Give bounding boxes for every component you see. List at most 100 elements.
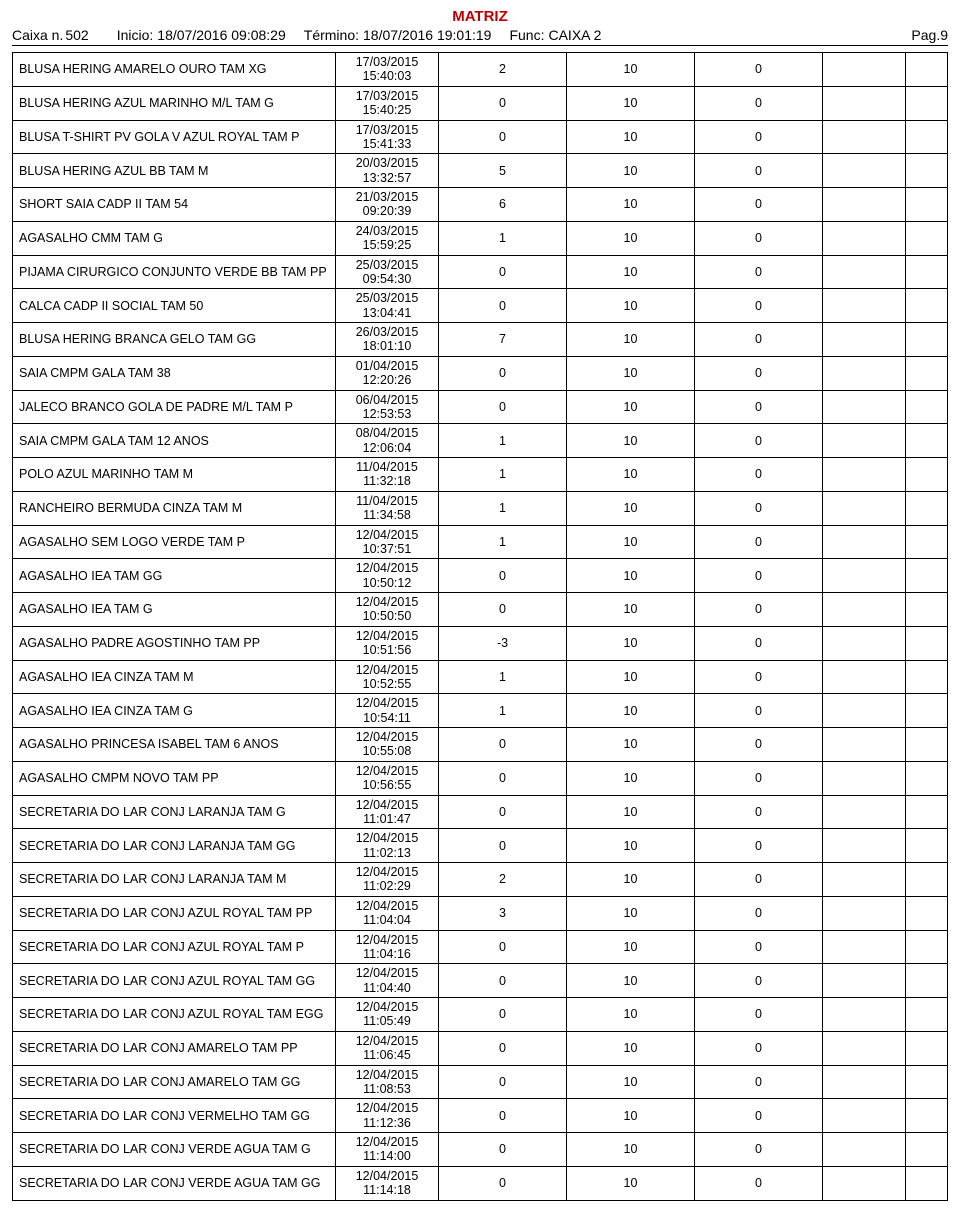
report-title: MATRIZ: [12, 8, 948, 25]
cell-col2: 10: [567, 626, 695, 660]
table-row: AGASALHO SEM LOGO VERDE TAM P12/04/20151…: [13, 525, 948, 559]
cell-description: AGASALHO IEA TAM GG: [13, 559, 336, 593]
cell-col3: 0: [695, 424, 823, 458]
cell-description: POLO AZUL MARINHO TAM M: [13, 458, 336, 492]
cell-col3: 0: [695, 255, 823, 289]
cell-col3: 0: [695, 289, 823, 323]
cell-col2: 10: [567, 120, 695, 154]
cell-col3: 0: [695, 795, 823, 829]
cell-datetime: 11/04/201511:34:58: [336, 491, 439, 525]
table-row: SECRETARIA DO LAR CONJ LARANJA TAM G12/0…: [13, 795, 948, 829]
cell-datetime: 12/04/201511:14:18: [336, 1166, 439, 1200]
cell-datetime: 12/04/201511:02:29: [336, 863, 439, 897]
cell-col3: 0: [695, 1031, 823, 1065]
cell-blank2: [906, 998, 948, 1032]
cell-blank2: [906, 390, 948, 424]
cell-col3: 0: [695, 188, 823, 222]
cell-blank1: [823, 1065, 906, 1099]
table-row: BLUSA HERING AZUL BB TAM M20/03/201513:3…: [13, 154, 948, 188]
cell-datetime: 17/03/201515:41:33: [336, 120, 439, 154]
cell-description: BLUSA HERING AZUL MARINHO M/L TAM G: [13, 86, 336, 120]
cell-col3: 0: [695, 930, 823, 964]
cell-blank2: [906, 964, 948, 998]
cell-blank2: [906, 1065, 948, 1099]
cell-datetime: 12/04/201511:12:36: [336, 1099, 439, 1133]
cell-col1: 1: [439, 491, 567, 525]
cell-datetime: 12/04/201510:52:55: [336, 660, 439, 694]
cell-col1: -3: [439, 626, 567, 660]
table-row: AGASALHO IEA TAM G12/04/201510:50:500100: [13, 593, 948, 627]
cell-datetime: 12/04/201511:01:47: [336, 795, 439, 829]
cell-blank2: [906, 458, 948, 492]
cell-col1: 6: [439, 188, 567, 222]
cell-blank1: [823, 458, 906, 492]
cell-col2: 10: [567, 188, 695, 222]
cell-col2: 10: [567, 694, 695, 728]
cell-datetime: 12/04/201511:06:45: [336, 1031, 439, 1065]
cell-datetime: 12/04/201510:55:08: [336, 728, 439, 762]
table-row: BLUSA HERING BRANCA GELO TAM GG26/03/201…: [13, 323, 948, 357]
cell-col3: 0: [695, 1099, 823, 1133]
cell-blank2: [906, 626, 948, 660]
cell-col3: 0: [695, 626, 823, 660]
table-row: POLO AZUL MARINHO TAM M11/04/201511:32:1…: [13, 458, 948, 492]
cell-col2: 10: [567, 1133, 695, 1167]
cell-blank2: [906, 424, 948, 458]
table-row: AGASALHO PADRE AGOSTINHO TAM PP12/04/201…: [13, 626, 948, 660]
cell-description: SHORT SAIA CADP II TAM 54: [13, 188, 336, 222]
cell-datetime: 12/04/201510:56:55: [336, 761, 439, 795]
cell-blank1: [823, 289, 906, 323]
table-row: BLUSA HERING AZUL MARINHO M/L TAM G17/03…: [13, 86, 948, 120]
cell-col3: 0: [695, 998, 823, 1032]
cell-blank1: [823, 1031, 906, 1065]
table-row: AGASALHO IEA CINZA TAM G12/04/201510:54:…: [13, 694, 948, 728]
func-value: CAIXA 2: [548, 27, 601, 43]
cell-description: SECRETARIA DO LAR CONJ AMARELO TAM PP: [13, 1031, 336, 1065]
cell-col3: 0: [695, 53, 823, 87]
cell-blank1: [823, 491, 906, 525]
cell-description: JALECO BRANCO GOLA DE PADRE M/L TAM P: [13, 390, 336, 424]
cell-blank1: [823, 323, 906, 357]
cell-blank2: [906, 188, 948, 222]
cell-col1: 0: [439, 1099, 567, 1133]
table-row: BLUSA HERING AMARELO OURO TAM XG17/03/20…: [13, 53, 948, 87]
cell-description: SECRETARIA DO LAR CONJ AZUL ROYAL TAM P: [13, 930, 336, 964]
cell-description: AGASALHO CMPM NOVO TAM PP: [13, 761, 336, 795]
cell-description: SECRETARIA DO LAR CONJ LARANJA TAM G: [13, 795, 336, 829]
table-row: SECRETARIA DO LAR CONJ AMARELO TAM GG12/…: [13, 1065, 948, 1099]
cell-datetime: 25/03/201513:04:41: [336, 289, 439, 323]
cell-blank1: [823, 53, 906, 87]
cell-blank2: [906, 1166, 948, 1200]
cell-blank2: [906, 86, 948, 120]
cell-description: SECRETARIA DO LAR CONJ LARANJA TAM M: [13, 863, 336, 897]
cell-col2: 10: [567, 86, 695, 120]
cell-description: AGASALHO CMM TAM G: [13, 221, 336, 255]
cell-description: SECRETARIA DO LAR CONJ AMARELO TAM GG: [13, 1065, 336, 1099]
cell-col3: 0: [695, 356, 823, 390]
table-row: PIJAMA CIRURGICO CONJUNTO VERDE BB TAM P…: [13, 255, 948, 289]
cell-blank1: [823, 761, 906, 795]
cell-datetime: 12/04/201511:05:49: [336, 998, 439, 1032]
cell-blank2: [906, 795, 948, 829]
cell-col1: 0: [439, 390, 567, 424]
cell-col1: 1: [439, 424, 567, 458]
cell-blank1: [823, 1133, 906, 1167]
cell-blank2: [906, 1031, 948, 1065]
table-row: AGASALHO CMPM NOVO TAM PP12/04/201510:56…: [13, 761, 948, 795]
cell-col2: 10: [567, 1065, 695, 1099]
cell-col1: 1: [439, 458, 567, 492]
cell-blank1: [823, 998, 906, 1032]
cell-blank2: [906, 356, 948, 390]
cell-col2: 10: [567, 829, 695, 863]
cell-blank2: [906, 593, 948, 627]
cell-col1: 1: [439, 660, 567, 694]
cell-col3: 0: [695, 761, 823, 795]
cell-blank1: [823, 896, 906, 930]
cell-blank1: [823, 86, 906, 120]
cell-col2: 10: [567, 593, 695, 627]
cell-blank2: [906, 660, 948, 694]
cell-blank1: [823, 525, 906, 559]
table-row: BLUSA T-SHIRT PV GOLA V AZUL ROYAL TAM P…: [13, 120, 948, 154]
inicio-label: Inicio:: [117, 27, 154, 43]
termino-label: Término:: [304, 27, 359, 43]
